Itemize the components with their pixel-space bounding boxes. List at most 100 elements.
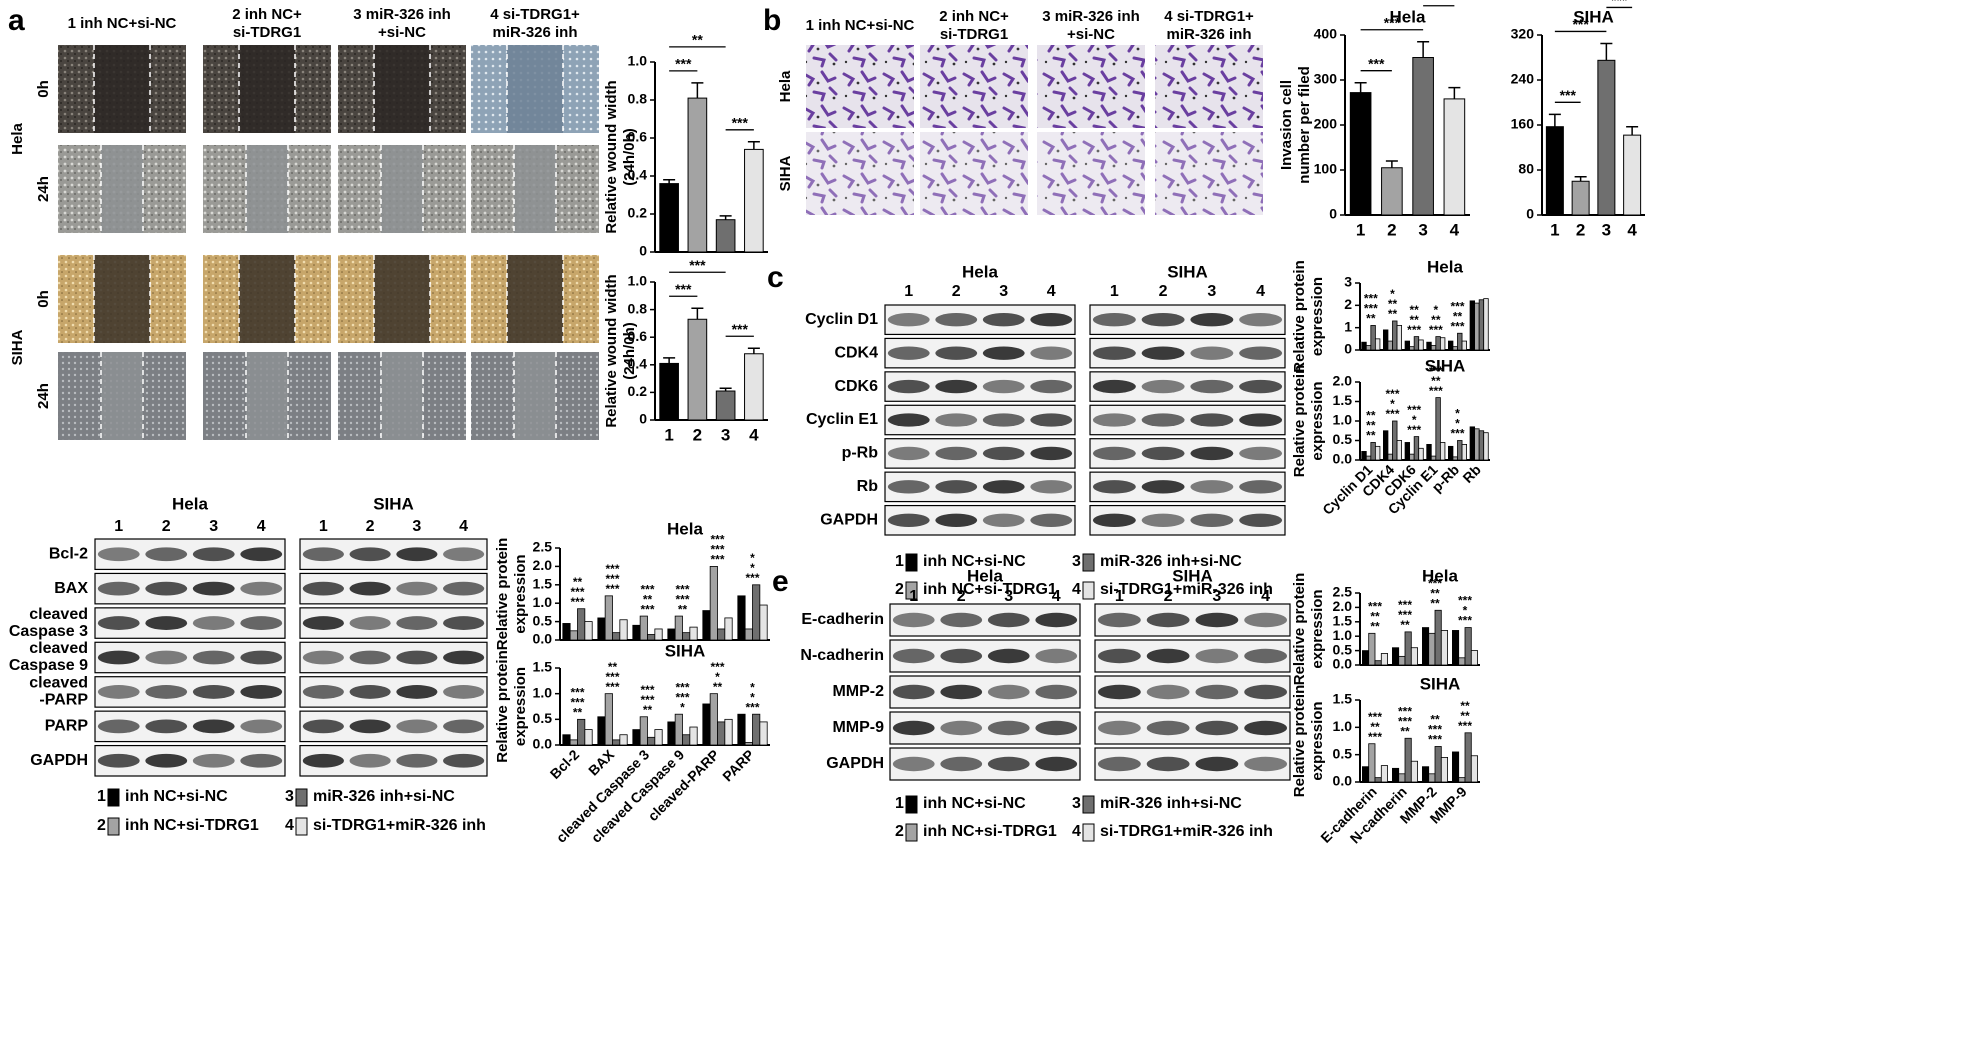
bar — [1398, 773, 1406, 783]
chart-title: Hela — [1390, 7, 1426, 26]
bar — [702, 703, 711, 746]
bar — [639, 615, 648, 641]
blot-band — [887, 379, 930, 394]
blot-band — [1244, 756, 1288, 772]
significance-label: *** — [1458, 719, 1472, 733]
blot-band — [443, 685, 485, 699]
blot-band — [1195, 648, 1239, 664]
significance-label: *** — [640, 693, 654, 707]
blot-band — [1239, 379, 1283, 394]
y-axis-label: Relative protein — [494, 650, 511, 763]
bar — [744, 628, 753, 641]
wound-gap — [374, 255, 430, 343]
blot-band — [987, 756, 1030, 772]
blot-band — [892, 612, 935, 628]
lane-number: 4 — [1047, 283, 1056, 300]
blot-band — [935, 313, 978, 327]
invasion-image — [1155, 45, 1263, 128]
significance-label: ** — [643, 703, 653, 717]
bar — [647, 634, 656, 641]
blot-band — [987, 684, 1030, 700]
significance-label: *** — [1398, 704, 1412, 718]
significance-label: *** — [640, 683, 654, 697]
error-bar — [719, 215, 732, 220]
bar — [1380, 765, 1389, 783]
bar — [1422, 627, 1430, 666]
bar — [562, 734, 571, 746]
y-axis-label: number per filed — [1296, 66, 1313, 184]
blot-band — [349, 616, 391, 630]
blot-band — [1092, 379, 1136, 394]
blot-band — [987, 648, 1030, 664]
lane-number: 1 — [904, 283, 913, 300]
significance-label: ** — [643, 592, 653, 606]
y-tick-label: 0 — [1526, 206, 1534, 222]
time-label: 24h — [35, 176, 52, 202]
blot-band — [192, 547, 235, 562]
y-axis-label: Relative protein — [1291, 260, 1308, 373]
blot-band — [892, 720, 935, 736]
y-tick-label: 0.5 — [1333, 745, 1353, 761]
significance-label: ** — [1430, 713, 1440, 727]
blot-band — [240, 685, 283, 699]
blot-band — [1092, 513, 1136, 527]
bar — [604, 693, 613, 746]
bar — [1365, 455, 1372, 461]
blot-band — [1030, 346, 1073, 360]
blot-band — [97, 719, 140, 734]
bar — [1571, 180, 1590, 216]
legend-key: 4 — [1072, 823, 1081, 840]
blot-band — [1141, 480, 1185, 494]
blot-band — [97, 685, 140, 699]
lane-number: 4 — [1052, 588, 1061, 605]
x-tick-label: 4 — [1450, 220, 1460, 239]
protein-label: E-cadherin — [801, 611, 884, 628]
significance-label: *** — [1407, 403, 1421, 417]
bar — [632, 624, 641, 641]
legend-key: 3 — [1072, 795, 1081, 812]
bar — [1483, 298, 1489, 351]
bar — [1464, 732, 1472, 783]
significance-label: *** — [710, 553, 724, 567]
lane-number: 1 — [1110, 283, 1119, 300]
blot-band — [240, 719, 283, 734]
blot-band — [443, 753, 485, 768]
bar — [639, 716, 648, 746]
y-tick-label: 0 — [639, 243, 647, 259]
significance-label: *** — [1560, 87, 1577, 103]
legend-swatch — [905, 823, 918, 842]
bar — [1439, 337, 1446, 351]
y-axis-label: Relative protein — [1291, 573, 1308, 686]
significance-label: *** — [1368, 599, 1382, 613]
significance-label: *** — [1428, 723, 1442, 737]
y-tick-label: 320 — [1511, 26, 1535, 42]
time-label: 0h — [35, 290, 52, 308]
blot-band — [302, 616, 344, 630]
blot-band — [97, 616, 140, 630]
blot-band — [240, 616, 283, 630]
blot-band — [1244, 612, 1288, 628]
blot-band — [145, 616, 188, 630]
significance-label: *** — [1385, 407, 1399, 421]
legend-label: si-TDRG1+miR-326 inh — [1100, 581, 1273, 598]
blot-band — [987, 612, 1030, 628]
invasion-image — [1037, 45, 1145, 128]
lane-number: 2 — [162, 518, 171, 535]
significance-label: *** — [1429, 323, 1443, 337]
blot-band — [1239, 413, 1283, 427]
significance-label: ** — [1366, 419, 1376, 433]
protein-label: CDK4 — [834, 344, 878, 361]
bar — [577, 718, 586, 746]
lane-number: 2 — [366, 518, 375, 535]
significance-label: *** — [710, 660, 724, 674]
protein-label: MMP-9 — [832, 719, 884, 736]
blot-band — [982, 446, 1025, 461]
legend-key: 2 — [895, 823, 904, 840]
bar — [759, 721, 768, 746]
cell-line-label: Hela — [777, 70, 794, 102]
bar — [597, 716, 606, 746]
invasion-image — [806, 132, 914, 215]
protein-label: BAX — [54, 580, 88, 597]
column-header: miR-326 inh — [492, 24, 577, 41]
